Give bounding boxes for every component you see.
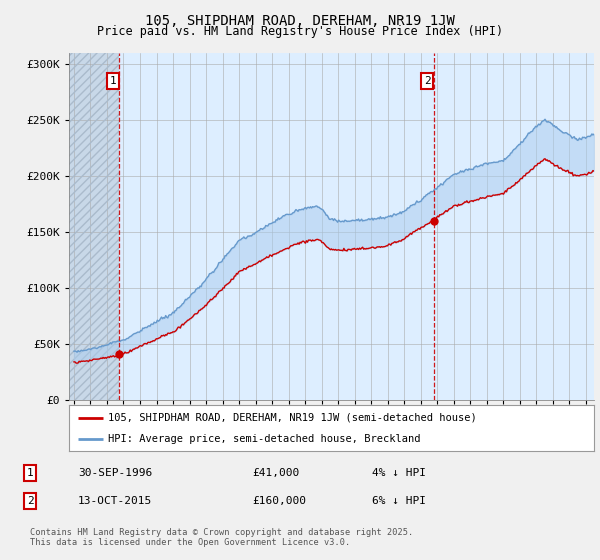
Text: 13-OCT-2015: 13-OCT-2015 [78, 496, 152, 506]
Text: 105, SHIPDHAM ROAD, DEREHAM, NR19 1JW: 105, SHIPDHAM ROAD, DEREHAM, NR19 1JW [145, 14, 455, 28]
Text: 30-SEP-1996: 30-SEP-1996 [78, 468, 152, 478]
Text: 4% ↓ HPI: 4% ↓ HPI [372, 468, 426, 478]
Text: Price paid vs. HM Land Registry's House Price Index (HPI): Price paid vs. HM Land Registry's House … [97, 25, 503, 38]
Text: 1: 1 [26, 468, 34, 478]
Text: 2: 2 [26, 496, 34, 506]
Text: 1: 1 [109, 76, 116, 86]
Text: HPI: Average price, semi-detached house, Breckland: HPI: Average price, semi-detached house,… [109, 435, 421, 444]
Text: 2: 2 [424, 76, 430, 86]
Text: Contains HM Land Registry data © Crown copyright and database right 2025.
This d: Contains HM Land Registry data © Crown c… [30, 528, 413, 547]
Text: £41,000: £41,000 [252, 468, 299, 478]
Bar [69, 53, 119, 400]
Bar [69, 53, 119, 400]
Text: £160,000: £160,000 [252, 496, 306, 506]
Text: 105, SHIPDHAM ROAD, DEREHAM, NR19 1JW (semi-detached house): 105, SHIPDHAM ROAD, DEREHAM, NR19 1JW (s… [109, 413, 477, 423]
Text: 6% ↓ HPI: 6% ↓ HPI [372, 496, 426, 506]
